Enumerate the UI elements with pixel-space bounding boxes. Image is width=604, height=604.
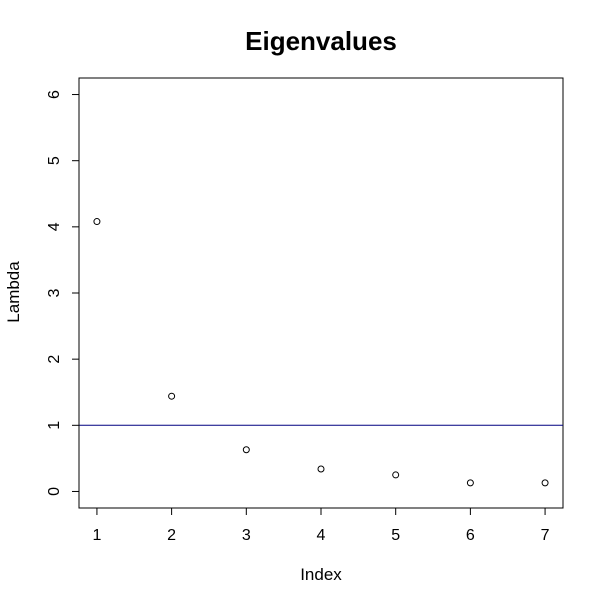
x-tick-label: 4 (317, 527, 326, 544)
data-points (93, 218, 549, 487)
x-tick-label: 2 (167, 527, 176, 544)
x-axis-label: Index (300, 565, 342, 584)
data-point (317, 465, 325, 473)
data-point (541, 479, 549, 487)
y-tick-label: 0 (46, 487, 63, 496)
y-axis-label: Lambda (4, 261, 23, 323)
data-point (392, 471, 400, 479)
data-point (93, 218, 101, 226)
data-point (466, 479, 474, 487)
chart-title: Eigenvalues (245, 26, 397, 56)
x-axis: 1 2 3 4 5 6 7 (92, 507, 550, 544)
x-tick-label: 3 (242, 527, 251, 544)
data-point (242, 446, 250, 454)
y-tick-label: 4 (46, 222, 63, 231)
x-tick-label: 1 (92, 527, 101, 544)
y-tick-label: 6 (46, 90, 63, 99)
y-tick-label: 2 (46, 355, 63, 364)
y-tick-label: 3 (46, 288, 63, 297)
data-point (168, 392, 176, 400)
y-tick-label: 5 (46, 156, 63, 165)
x-tick-label: 7 (541, 527, 550, 544)
x-tick-label: 6 (466, 527, 475, 544)
y-tick-label: 1 (46, 421, 63, 430)
y-axis: 0 1 2 3 4 5 6 (46, 90, 80, 496)
x-tick-label: 5 (391, 527, 400, 544)
